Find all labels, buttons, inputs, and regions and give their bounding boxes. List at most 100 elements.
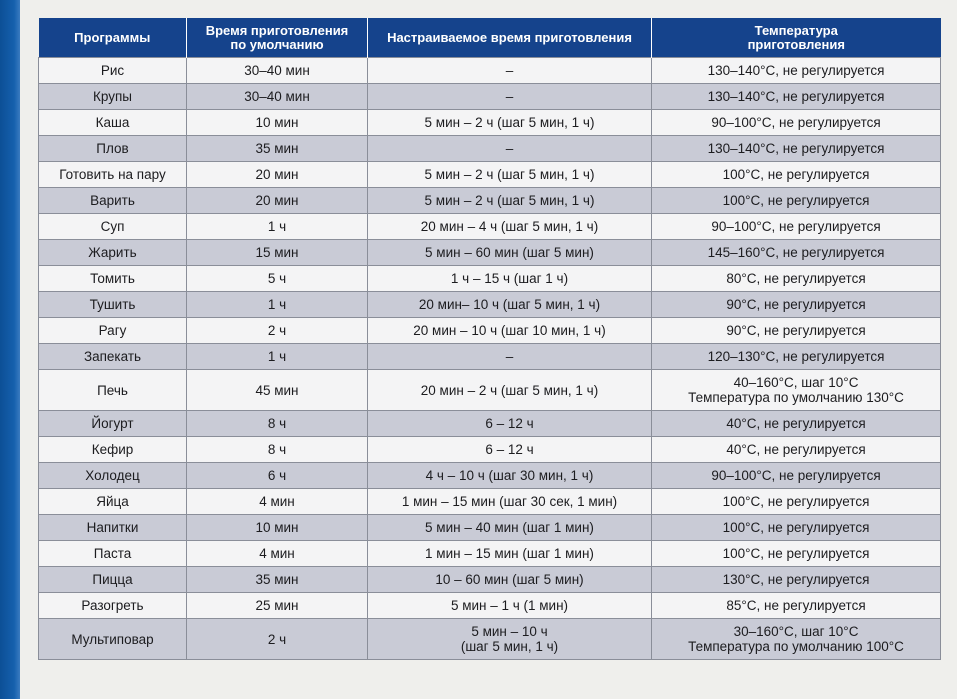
cell-temperature: 40°С, не регулируется [651,410,941,437]
cell-default-time: 1 ч [186,291,368,318]
cell-default-time: 2 ч [186,618,368,660]
cell-temperature: 130°С, не регулируется [651,566,941,593]
cell-temperature: 120–130°С, не регулируется [651,343,941,370]
cell-adjustable-time: 1 мин – 15 мин (шаг 1 мин) [367,540,652,567]
header-program: Программы [38,18,187,58]
cell-adjustable-time-line: 5 мин – 2 ч (шаг 5 мин, 1 ч) [424,115,595,130]
cell-program: Жарить [38,239,187,266]
cell-temperature-line: 85°С, не регулируется [726,598,866,613]
cell-adjustable-time: 5 мин – 2 ч (шаг 5 мин, 1 ч) [367,109,652,136]
cell-adjustable-time-line: 6 – 12 ч [485,416,534,431]
cell-temperature-line: 100°С, не регулируется [722,193,870,208]
table-row: Суп 1 ч 20 мин – 4 ч (шаг 5 мин, 1 ч) 90–10… [38,213,941,240]
cell-program: Мультиповар [38,618,187,660]
cell-temperature: 85°С, не регулируется [651,592,941,619]
cell-program: Готовить на пару [38,161,187,188]
table-row: Холодец 6 ч 4 ч – 10 ч (шаг 30 мин, 1 ч) 90… [38,462,941,489]
cell-temperature-line: 100°С, не регулируется [722,494,870,509]
cell-temperature: 90–100°С, не регулируется [651,462,941,489]
cell-program: Плов [38,135,187,162]
cell-adjustable-time: 5 мин – 2 ч (шаг 5 мин, 1 ч) [367,161,652,188]
cell-default-time: 30–40 мин [186,57,368,84]
table-row: Готовить на пару 20 мин 5 мин – 2 ч (шаг 5… [38,161,941,188]
cell-temperature: 130–140°С, не регулируется [651,135,941,162]
blue-side-band [0,0,20,699]
cell-adjustable-time: 6 – 12 ч [367,410,652,437]
cell-adjustable-time: 6 – 12 ч [367,436,652,463]
cell-program: Крупы [38,83,187,110]
cell-adjustable-time: 1 ч – 15 ч (шаг 1 ч) [367,265,652,292]
cell-temperature-line: 80°С, не регулируется [726,271,866,286]
cell-adjustable-time-line: 5 мин – 2 ч (шаг 5 мин, 1 ч) [424,193,595,208]
cell-temperature-line: Температура по умолчанию 100°С [688,639,904,654]
cell-default-time: 8 ч [186,410,368,437]
cell-program: Йогурт [38,410,187,437]
cell-temperature-line: 90–100°С, не регулируется [711,219,881,234]
cell-default-time: 25 мин [186,592,368,619]
table-row: Плов 35 мин – 130–140°С, не регулируется [38,135,941,162]
cell-adjustable-time-line: (шаг 5 мин, 1 ч) [460,639,559,654]
cell-temperature: 100°С, не регулируется [651,514,941,541]
cell-program: Рагу [38,317,187,344]
cell-temperature: 40°С, не регулируется [651,436,941,463]
table-row: Напитки 10 мин 5 мин – 40 мин (шаг 1 мин) 1… [38,514,941,541]
cell-adjustable-time-line: 20 мин– 10 ч (шаг 5 мин, 1 ч) [418,297,601,312]
table-row: Рис 30–40 мин – 130–140°С, не регулируется [38,57,941,84]
cell-adjustable-time-line: 6 – 12 ч [485,442,534,457]
table-row: Варить 20 мин 5 мин – 2 ч (шаг 5 мин, 1 ч)… [38,187,941,214]
cell-program: Разогреть [38,592,187,619]
cell-temperature-line: 100°С, не регулируется [722,546,870,561]
cell-adjustable-time-line: 1 ч – 15 ч (шаг 1 ч) [450,271,569,286]
cell-default-time: 1 ч [186,213,368,240]
cell-adjustable-time-line: 20 мин – 4 ч (шаг 5 мин, 1 ч) [420,219,599,234]
cell-adjustable-time-line: 5 мин – 2 ч (шаг 5 мин, 1 ч) [424,167,595,182]
cell-adjustable-time-line: 10 – 60 мин (шаг 5 мин) [435,572,584,587]
cell-adjustable-time-line: 1 мин – 15 мин (шаг 1 мин) [425,546,594,561]
cell-temperature-line: 100°С, не регулируется [722,520,870,535]
cell-temperature-line: 120–130°С, не регулируется [707,349,885,364]
table-row: Каша 10 мин 5 мин – 2 ч (шаг 5 мин, 1 ч) 90… [38,109,941,136]
cell-adjustable-time: 5 мин – 2 ч (шаг 5 мин, 1 ч) [367,187,652,214]
cell-adjustable-time: 5 мин – 10 ч (шаг 5 мин, 1 ч) [367,618,652,660]
cell-temperature: 130–140°С, не регулируется [651,83,941,110]
cell-default-time: 8 ч [186,436,368,463]
header-adjustable-time: Настраиваемое время приготовления [367,18,652,58]
cell-temperature: 100°С, не регулируется [651,540,941,567]
cell-temperature-line: 30–160°С, шаг 10°С [733,624,859,639]
table-row: Запекать 1 ч – 120–130°С, не регулируется [38,343,941,370]
cell-adjustable-time: – [367,135,652,162]
cell-temperature-line: 130–140°С, не регулируется [707,63,885,78]
cell-program: Каша [38,109,187,136]
cell-program: Тушить [38,291,187,318]
cell-temperature: 90–100°С, не регулируется [651,109,941,136]
table-row: Йогурт 8 ч 6 – 12 ч 40°С, не регулируется [38,410,941,437]
cell-temperature: 100°С, не регулируется [651,161,941,188]
table-row: Томить 5 ч 1 ч – 15 ч (шаг 1 ч) 80°С, не ре… [38,265,941,292]
cell-default-time: 2 ч [186,317,368,344]
table-row: Разогреть 25 мин 5 мин – 1 ч (1 мин) 85°С, … [38,592,941,619]
cell-temperature: 100°С, не регулируется [651,187,941,214]
cell-program: Напитки [38,514,187,541]
cell-temperature-line: 90–100°С, не регулируется [711,468,881,483]
cell-adjustable-time-line: – [505,349,514,364]
cell-adjustable-time: 5 мин – 1 ч (1 мин) [367,592,652,619]
header-default-time-line-1: Время приготовления [205,22,349,38]
cell-temperature-line: Температура по умолчанию 130°С [688,390,904,405]
cell-adjustable-time: 20 мин – 10 ч (шаг 10 мин, 1 ч) [367,317,652,344]
cell-program: Томить [38,265,187,292]
cell-temperature: 90°С, не регулируется [651,317,941,344]
cell-temperature: 90°С, не регулируется [651,291,941,318]
cell-default-time: 20 мин [186,161,368,188]
table-row: Рагу 2 ч 20 мин – 10 ч (шаг 10 мин, 1 ч) 90… [38,317,941,344]
cell-program: Печь [38,369,187,411]
document-page: Программы Время приготовления по умолчан… [20,0,957,699]
header-temperature: Температура приготовления [651,18,941,58]
header-temperature-line-2: приготовления [747,36,845,52]
cell-temperature-line: 40°С, не регулируется [726,416,866,431]
cell-temperature-line: 145–160°С, не регулируется [707,245,885,260]
cell-temperature-line: 130–140°С, не регулируется [707,141,885,156]
cell-adjustable-time-line: 5 мин – 1 ч (1 мин) [450,598,569,613]
cell-temperature: 30–160°С, шаг 10°С Температура по умолчан… [651,618,941,660]
cell-temperature: 80°С, не регулируется [651,265,941,292]
cell-adjustable-time: 1 мин – 15 мин (шаг 30 сек, 1 мин) [367,488,652,515]
